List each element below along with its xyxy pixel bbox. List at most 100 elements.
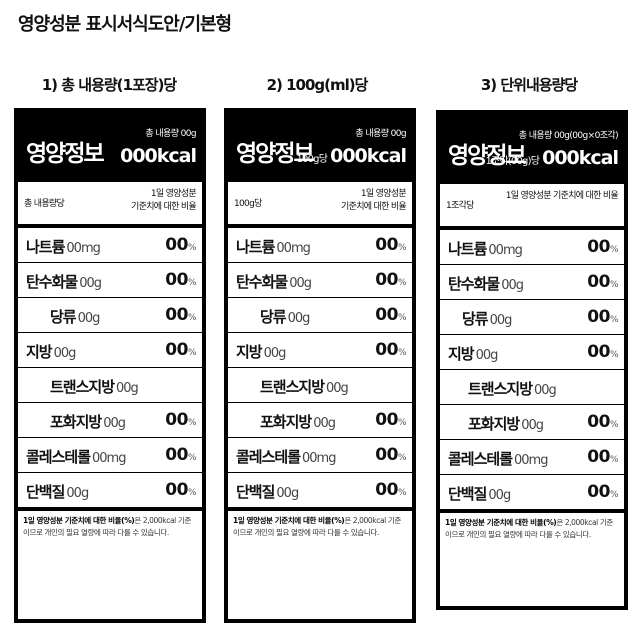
label-header: 영양정보 총 내용량 00g 100g당 000kcal — [228, 112, 412, 182]
nutrient-row: 나트륨 00mg 00% — [440, 230, 624, 265]
nutrient-percent: 00% — [165, 410, 196, 430]
nutrient-name: 트랜스지방 00g — [468, 378, 557, 399]
nutrient-row: 단백질 00g 00% — [18, 473, 202, 508]
percent-value: 00 — [165, 235, 188, 255]
nutrient-row: 지방 00g 00% — [440, 335, 624, 370]
label-heading: 영양정보 — [26, 141, 105, 167]
nutrient-name: 당류 00g — [462, 308, 513, 329]
nutrient-amount: 00g — [534, 383, 557, 398]
nutrient-name: 나트륨 00mg — [236, 236, 311, 257]
nutrient-name: 포화지방 00g — [468, 413, 544, 434]
percent-unit: % — [609, 420, 619, 430]
nutrient-row: 콜레스테롤 00mg 00% — [18, 438, 202, 473]
percent-value: 00 — [587, 342, 610, 362]
nutrient-percent: 00% — [375, 270, 406, 290]
nutrient-label: 콜레스테롤 — [26, 448, 91, 466]
percent-value: 00 — [165, 480, 188, 500]
nutrient-name: 포화지방 00g — [260, 411, 336, 432]
calories-value: 000kcal — [542, 147, 619, 169]
nutrient-label: 트랜스지방 — [260, 378, 325, 396]
nutrient-label: 단백질 — [26, 483, 65, 501]
percent-unit: % — [609, 280, 619, 290]
nutrient-name: 트랜스지방 00g — [260, 376, 349, 397]
calories-basis: 100g당 — [296, 154, 328, 165]
nutrient-amount: 00g — [326, 381, 349, 396]
percent-unit: % — [187, 453, 197, 463]
nutrient-label: 나트륨 — [236, 238, 275, 256]
nutrient-row: 당류 00g 00% — [228, 298, 412, 333]
percent-value: 00 — [375, 480, 398, 500]
footnote-text: 은 2,000kcal 기준이므로 개인의 필요 열량에 따라 다를 수 있습니… — [233, 516, 401, 537]
label-subheader: 1조각당 1일 영양성분 기준치에 대한 비율 — [440, 184, 624, 230]
nutrition-label-3: 영양정보 총 내용량 00g(00g×0조각) 1조각(00g)당 000kcal 1조… — [436, 110, 628, 610]
percent-unit: % — [397, 243, 407, 253]
nutrient-name: 트랜스지방 00g — [50, 376, 139, 397]
daily-value-caption-line2: 기준치에 대한 비율 — [341, 202, 407, 212]
calories-line: 000kcal — [117, 145, 197, 167]
percent-unit: % — [609, 245, 619, 255]
percent-value: 00 — [375, 270, 398, 290]
nutrient-percent: 00% — [375, 410, 406, 430]
nutrient-amount: 00g — [77, 311, 101, 326]
nutrient-label: 지방 — [236, 343, 263, 361]
nutrient-name: 당류 00g — [50, 306, 101, 327]
nutrient-amount: 00mg — [488, 243, 522, 258]
percent-unit: % — [187, 243, 197, 253]
nutrient-percent: 00% — [165, 270, 196, 290]
label-subheader: 총 내용량당 1일 영양성분 기준치에 대한 비율 — [18, 182, 202, 228]
nutrient-label: 콜레스테롤 — [448, 450, 513, 468]
nutrient-label: 탄수화물 — [236, 273, 288, 291]
nutrient-percent: 00% — [375, 235, 406, 255]
serving-basis: 100g당 — [234, 199, 262, 209]
percent-value: 00 — [587, 412, 610, 432]
percent-unit: % — [187, 488, 197, 498]
nutrient-name: 탄수화물 00g — [26, 271, 102, 292]
nutrient-row: 콜레스테롤 00mg 00% — [228, 438, 412, 473]
nutrient-amount: 00g — [276, 486, 299, 501]
percent-unit: % — [187, 348, 197, 358]
nutrient-percent: 00% — [165, 305, 196, 325]
nutrient-amount: 00g — [289, 276, 312, 291]
percent-value: 00 — [375, 340, 398, 360]
nutrient-row: 트랜스지방 00g — [440, 370, 624, 405]
percent-value: 00 — [375, 445, 398, 465]
nutrient-name: 나트륨 00mg — [448, 238, 523, 259]
label-header: 영양정보 총 내용량 00g(00g×0조각) 1조각(00g)당 000kcal — [440, 114, 624, 184]
nutrient-row: 나트륨 00mg 00% — [228, 228, 412, 263]
percent-value: 00 — [165, 305, 188, 325]
nutrient-label: 당류 — [260, 308, 287, 326]
percent-value: 00 — [587, 272, 610, 292]
nutrient-name: 포화지방 00g — [50, 411, 126, 432]
label-heading: 영양정보 — [236, 141, 315, 167]
nutrient-row: 나트륨 00mg 00% — [18, 228, 202, 263]
percent-value: 00 — [587, 307, 610, 327]
daily-value-caption: 1일 영양성분 기준치에 대한 비율 — [131, 188, 197, 214]
nutrient-label: 나트륨 — [448, 240, 487, 258]
nutrient-amount: 00g — [501, 278, 524, 293]
nutrient-amount: 00mg — [92, 451, 126, 466]
daily-value-caption-line1: 1일 영양성분 — [150, 189, 197, 199]
nutrient-percent: 00% — [165, 480, 196, 500]
footnote-text: 은 2,000kcal 기준이므로 개인의 필요 열량에 따라 다를 수 있습니… — [445, 518, 613, 539]
percent-unit: % — [609, 315, 619, 325]
nutrient-rows: 나트륨 00mg 00% 탄수화물 00g 00% 당류 00g 00% 지방 00g 00% 트랜스지… — [18, 228, 202, 508]
nutrient-amount: 00g — [263, 346, 287, 361]
nutrient-label: 포화지방 — [50, 413, 102, 431]
nutrient-percent: 00% — [587, 342, 618, 362]
nutrient-name: 단백질 00g — [26, 481, 89, 502]
nutrient-label: 트랜스지방 — [468, 380, 533, 398]
nutrient-percent: 00% — [375, 480, 406, 500]
nutrient-name: 나트륨 00mg — [26, 236, 101, 257]
nutrient-row: 포화지방 00g 00% — [228, 403, 412, 438]
nutrient-amount: 00g — [489, 313, 513, 328]
nutrient-amount: 00g — [287, 311, 311, 326]
nutrient-label: 콜레스테롤 — [236, 448, 301, 466]
nutrient-row: 지방 00g 00% — [18, 333, 202, 368]
percent-value: 00 — [587, 447, 610, 467]
nutrient-percent: 00% — [587, 307, 618, 327]
percent-value: 00 — [375, 410, 398, 430]
percent-unit: % — [609, 455, 619, 465]
percent-unit: % — [609, 490, 619, 500]
daily-value-caption-line1: 1일 영양성분 — [360, 189, 407, 199]
nutrient-amount: 00g — [521, 418, 544, 433]
